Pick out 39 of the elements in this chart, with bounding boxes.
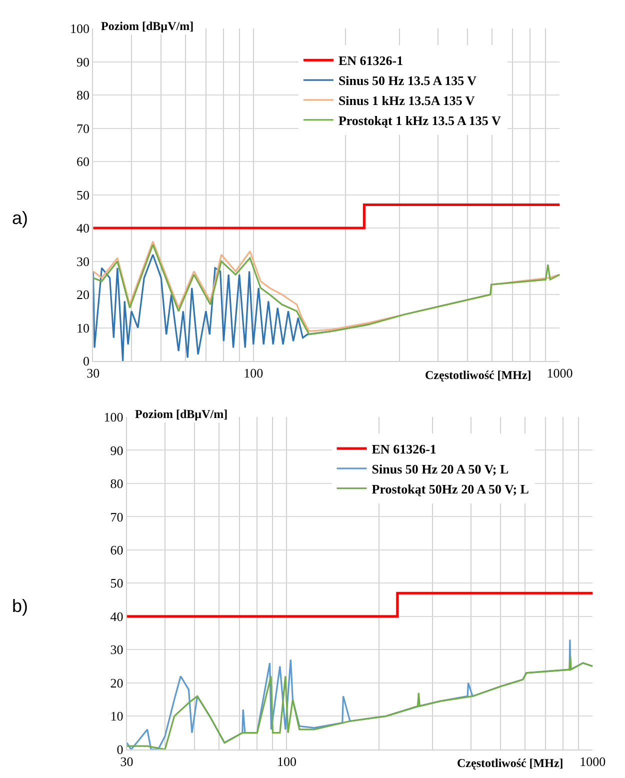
legend-label: Sinus 50 Hz 13.5 A 135 V [338, 73, 478, 88]
y-tick-label: 40 [76, 220, 90, 236]
x-tick-label: 1000 [546, 366, 573, 381]
text: a) [12, 208, 28, 228]
legend-label: Sinus 1 kHz 13.5A 135 V [338, 93, 476, 108]
y-tick-label: 40 [110, 608, 124, 624]
y-axis-title: Poziom [dBµV/m] [101, 19, 194, 33]
text: b) [12, 596, 28, 616]
y-tick-label: 70 [110, 509, 124, 524]
y-tick-label: 60 [76, 154, 90, 170]
y-tick-label: 50 [110, 576, 124, 591]
y-tick-label: 90 [110, 442, 124, 458]
y-tick-label: 60 [110, 542, 124, 558]
legend-label: Prostokąt 50Hz 20 A 50 V; L [372, 481, 530, 496]
y-tick-label: 10 [76, 320, 90, 336]
x-tick-label: 30 [120, 754, 134, 769]
legend-label: EN 61326-1 [338, 53, 404, 68]
y-tick-label: 20 [110, 675, 124, 690]
y-tick-label: 80 [76, 88, 90, 103]
y-tick-label: 0 [116, 742, 124, 757]
y-axis-title: Poziom [dBµV/m] [135, 407, 228, 421]
y-tick-label: 100 [104, 410, 124, 425]
y-tick-label: 100 [70, 21, 90, 36]
y-tick-label: 30 [76, 254, 90, 269]
y-tick-label: 70 [76, 120, 90, 136]
y-tick-label: 10 [110, 708, 124, 724]
x-axis-title: Częstotliwość [MHz] [425, 368, 532, 382]
legend-label: Sinus 50 Hz 20 A 50 V; L [372, 462, 509, 476]
y-tick-label: 50 [76, 187, 90, 202]
y-tick-label: 30 [110, 642, 124, 658]
y-tick-label: 80 [110, 476, 124, 491]
x-tick-label: 100 [244, 366, 264, 381]
y-tick-label: 90 [76, 54, 90, 70]
legend-label: EN 61326-1 [372, 442, 436, 457]
x-tick-label: 100 [276, 754, 296, 769]
x-axis-title: Częstotliwość [MHz] [457, 756, 564, 770]
x-tick-label: 1000 [580, 754, 606, 769]
legend-label: Prostokąt 1 kHz 13.5 A 135 V [338, 112, 502, 128]
y-tick-label: 20 [76, 287, 90, 302]
